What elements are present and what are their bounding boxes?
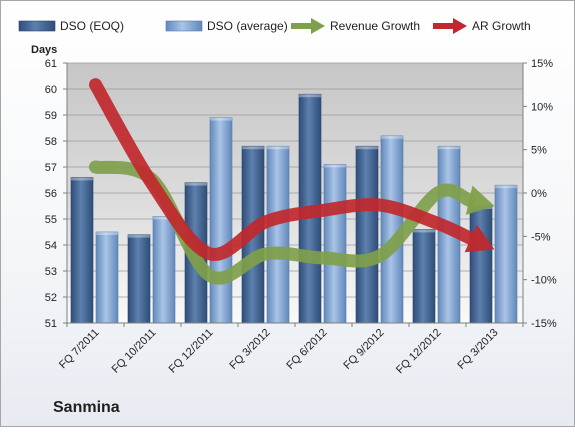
bar-dso-eoq — [127, 234, 151, 324]
bar-top-highlight — [96, 232, 118, 235]
ar-growth-line — [89, 78, 478, 261]
y2-tick-label: 10% — [531, 101, 553, 113]
bar-top-highlight — [356, 146, 378, 150]
bar-top-highlight — [267, 146, 289, 150]
bar-dso-average — [209, 117, 233, 324]
bar-dso-eoq — [469, 205, 493, 324]
y2-axis-ticks: -15% -10% -5% 0% 5% 10% 15% — [523, 58, 557, 330]
bar-top-highlight — [299, 94, 321, 98]
x-tick-label: FQ 6/2012 — [284, 327, 329, 372]
bar-dso-average — [152, 216, 176, 324]
x-tick-label: FQ 3/2013 — [455, 327, 500, 372]
y2-tick-label: -5% — [531, 231, 551, 243]
bar-dso-eoq — [355, 145, 379, 324]
y2-tick-label: 5% — [531, 145, 547, 157]
bar-top-highlight — [185, 182, 207, 186]
x-tick-label: FQ 7/2011 — [57, 327, 102, 372]
legend-label: DSO (EOQ) — [60, 19, 124, 33]
bar-dso-average — [95, 231, 119, 324]
y-tick-label: 56 — [45, 188, 57, 200]
bar-top-highlight — [153, 216, 175, 220]
y-tick-label: 60 — [45, 84, 57, 96]
bar-dso-eoq — [412, 229, 436, 324]
bar-top-highlight — [438, 146, 460, 150]
y2-tick-label: 15% — [531, 58, 553, 70]
ar-growth-arrowhead — [464, 224, 495, 253]
growth-lines — [89, 78, 495, 285]
bar-dso-average — [266, 145, 290, 324]
x-tick-label: FQ 9/2012 — [341, 327, 386, 372]
bar-top-highlight — [210, 117, 232, 121]
y-tick-label: 58 — [45, 136, 57, 148]
legend-arrow-icon — [311, 18, 325, 34]
bar-dso-average — [323, 164, 347, 324]
legend-label: Revenue Growth — [330, 19, 420, 33]
legend: DSO (EOQ) DSO (average) Revenue Growth AR G… — [18, 18, 531, 34]
legend-swatch-dso-average — [165, 20, 203, 32]
revenue-growth-arrowhead — [465, 185, 495, 215]
bar-top-highlight — [381, 135, 403, 139]
bar-dso-average — [494, 184, 518, 324]
legend-label: DSO (average) — [207, 19, 288, 33]
bar-dso-eoq — [70, 177, 94, 324]
y-tick-label: 51 — [45, 318, 57, 330]
y-tick-label: 54 — [45, 240, 57, 252]
y-tick-label: 57 — [45, 162, 57, 174]
y-tick-label: 53 — [45, 266, 57, 278]
x-tick-label: FQ 12/2012 — [394, 327, 444, 377]
y-tick-label: 52 — [45, 292, 57, 304]
bar-top-highlight — [242, 146, 264, 150]
bar-top-highlight — [128, 234, 150, 238]
y-tick-label: 55 — [45, 214, 57, 226]
bar-top-highlight — [324, 164, 346, 168]
y2-tick-label: -15% — [531, 318, 557, 330]
y-tick-label: 59 — [45, 110, 57, 122]
y-axis-label: Days — [31, 44, 57, 56]
x-tick-label: FQ 10/2011 — [110, 327, 159, 376]
company-name: Sanmina — [53, 399, 120, 416]
legend-label: AR Growth — [472, 19, 531, 33]
y-tick-label: 61 — [45, 58, 57, 70]
y2-tick-label: 0% — [531, 188, 547, 200]
x-tick-label: FQ 3/2012 — [227, 327, 272, 372]
legend-swatch-dso-eoq — [18, 20, 56, 32]
x-axis-ticks: FQ 7/2011 FQ 10/2011 FQ 12/2011 FQ 3/2012 FQ… — [57, 323, 524, 377]
bar-top-highlight — [413, 229, 435, 233]
bar-top-highlight — [495, 185, 517, 189]
bar-top-highlight — [71, 177, 93, 181]
x-tick-label: FQ 12/2011 — [167, 327, 216, 376]
y2-tick-label: -10% — [531, 275, 557, 287]
legend-arrow-icon — [453, 18, 467, 34]
y-axis-ticks: 51 52 53 54 55 56 57 58 59 60 61 — [45, 58, 67, 330]
